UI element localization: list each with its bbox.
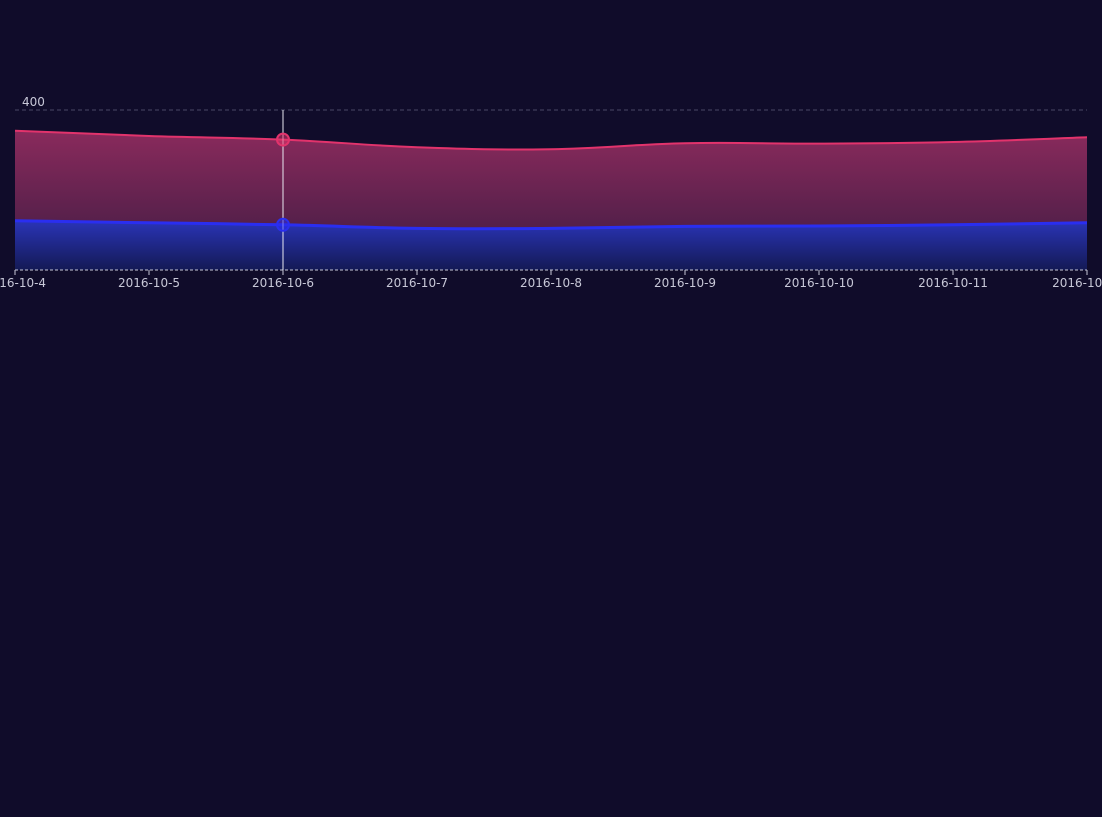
- x-tick-label: 2016-10-7: [386, 276, 448, 290]
- x-axis: 2016-10-4 2016-10-5 2016-10-6 2016-10-7 2016…: [0, 269, 1102, 290]
- x-tick-label: 2016-10-9: [654, 276, 716, 290]
- series-areas: [14, 129, 1088, 270]
- series-2-line: [14, 219, 1088, 231]
- x-tick-label: 2016-10-5: [118, 276, 180, 290]
- x-tick-label: 2016-10-4: [0, 276, 46, 290]
- x-tick-label: 2016-10-11: [918, 276, 988, 290]
- y-tick-label: 400: [22, 95, 45, 109]
- x-tick-label: 2016-10-12: [1052, 276, 1102, 290]
- series-1-line: [14, 129, 1088, 151]
- series-1-highlight-point: [276, 132, 290, 147]
- x-tick-label: 2016-10-6: [252, 276, 314, 290]
- series-2-highlight-point: [276, 217, 290, 232]
- highlight: [276, 110, 290, 270]
- x-tick-label: 2016-10-8: [520, 276, 582, 290]
- x-tick-label: 2016-10-10: [784, 276, 854, 290]
